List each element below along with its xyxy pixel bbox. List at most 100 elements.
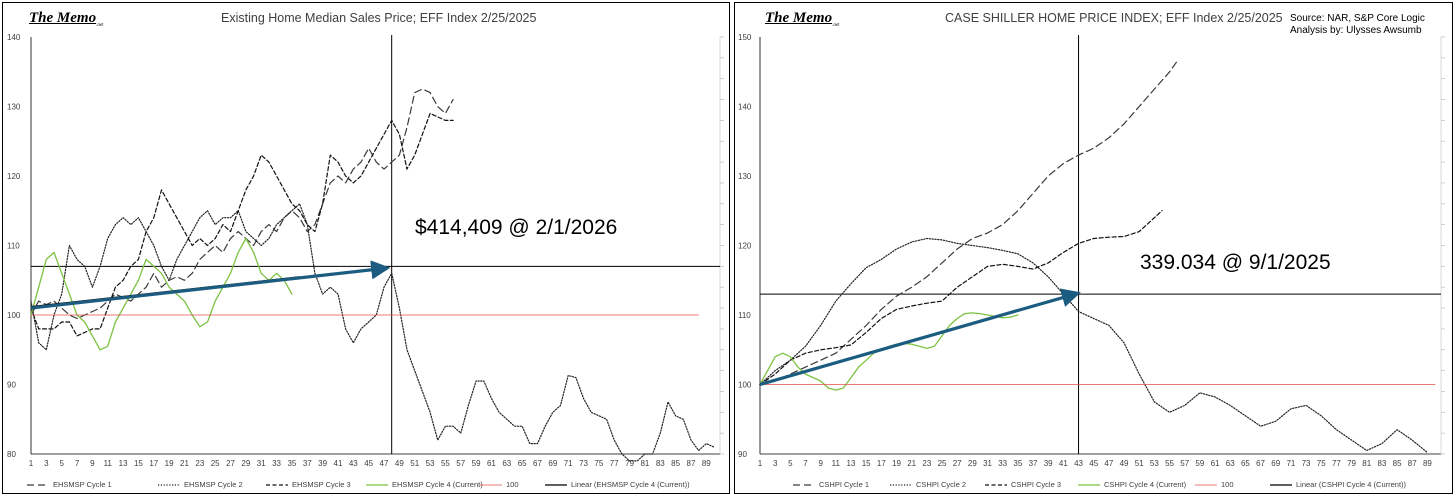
series-line-ehsmsp-cycle-4-current (30, 237, 293, 351)
x-tick-label: 75 (1317, 459, 1326, 468)
x-tick-label: 67 (1256, 459, 1265, 468)
x-tick-label: 81 (1362, 459, 1371, 468)
x-tick-label: 71 (564, 459, 573, 468)
x-tick-label: 31 (983, 459, 992, 468)
legend-label: EHSMSP Cycle 3 (292, 480, 351, 489)
x-tick-label: 21 (180, 459, 189, 468)
x-tick-label: 65 (1241, 459, 1250, 468)
x-tick-label: 67 (533, 459, 542, 468)
legend-swatch (1195, 484, 1217, 485)
x-tick-label: 89 (1423, 459, 1432, 468)
legend-item-cshpi-cycle-1: CSHPI Cycle 1 (793, 480, 869, 489)
x-tick-label: 19 (165, 459, 174, 468)
legend-swatch (545, 483, 567, 486)
legend-item-100: 100 (480, 480, 519, 489)
x-tick-label: 29 (968, 459, 977, 468)
annotation-label: $414,409 @ 2/1/2026 (415, 216, 617, 239)
x-tick-label: 37 (303, 459, 312, 468)
brand-logo: The Memo.net (765, 10, 840, 28)
series-line-ehsmsp-cycle-3 (30, 112, 454, 337)
x-tick-label: 49 (1120, 459, 1129, 468)
x-tick-label: 47 (380, 459, 389, 468)
legend-swatch (266, 483, 288, 486)
x-tick-label: 27 (226, 459, 235, 468)
legend-item-cshpi-cycle-3: CSHPI Cycle 3 (985, 480, 1061, 489)
trend-arrow (759, 288, 1081, 387)
x-tick-label: 3 (44, 459, 49, 468)
y-tick-label: 90 (7, 381, 16, 390)
x-tick-label: 35 (287, 459, 296, 468)
legend-swatch (890, 483, 912, 486)
x-tick-label: 69 (548, 459, 557, 468)
x-tick-label: 5 (59, 459, 64, 468)
x-tick-label: 13 (119, 459, 128, 468)
y-tick-label: 110 (738, 311, 751, 320)
chart-title: CASE SHILLER HOME PRICE INDEX; EFF Index… (945, 11, 1283, 25)
x-tick-label: 81 (640, 459, 649, 468)
x-tick-label: 77 (610, 459, 619, 468)
x-tick-label: 33 (998, 459, 1007, 468)
x-tick-label: 57 (456, 459, 465, 468)
y-tick-label: 130 (7, 103, 21, 112)
x-tick-label: 79 (1347, 459, 1356, 468)
x-tick-label: 65 (518, 459, 527, 468)
legend-item-cshpi-cycle-4-current: CSHPI Cycle 4 (Current) (1078, 480, 1186, 489)
x-tick-label: 1 (758, 459, 763, 468)
y-tick-label: 110 (7, 242, 20, 251)
legend-label: EHSMSP Cycle 2 (184, 480, 243, 489)
x-tick-label: 45 (364, 459, 373, 468)
y-tick-label: 90 (738, 450, 747, 459)
x-tick-label: 87 (1408, 459, 1417, 468)
x-tick-label: 71 (1286, 459, 1295, 468)
x-tick-label: 61 (487, 459, 496, 468)
x-tick-label: 15 (134, 459, 143, 468)
x-tick-label: 23 (195, 459, 204, 468)
x-tick-label: 43 (1074, 459, 1083, 468)
x-tick-label: 61 (1211, 459, 1220, 468)
series-line-cshpi-cycle-2 (759, 237, 1429, 454)
x-tick-label: 89 (702, 459, 711, 468)
x-tick-label: 57 (1180, 459, 1189, 468)
x-tick-label: 41 (1059, 459, 1068, 468)
x-tick-label: 17 (149, 459, 158, 468)
legend-swatch (1270, 483, 1292, 486)
x-tick-label: 41 (334, 459, 343, 468)
y-tick-label: 140 (738, 103, 752, 112)
x-tick-label: 11 (832, 459, 841, 468)
legend-swatch (1078, 483, 1100, 486)
x-tick-label: 53 (426, 459, 435, 468)
series-line-ehsmsp-cycle-1 (30, 88, 454, 320)
x-tick-label: 13 (847, 459, 856, 468)
x-tick-label: 47 (1104, 459, 1113, 468)
legend-label: EHSMSP Cycle 1 (53, 480, 112, 489)
x-tick-label: 35 (1013, 459, 1022, 468)
y-tick-label: 120 (7, 172, 21, 181)
x-tick-label: 9 (818, 459, 823, 468)
legend-swatch (480, 484, 502, 485)
legend-label: Linear (CSHPI Cycle 4 (Current)) (1296, 480, 1407, 489)
analysis-note: Analysis by: Ulysses Awsumb (1290, 25, 1422, 36)
legend-label: CSHPI Cycle 1 (819, 480, 870, 489)
series-line-cshpi-cycle-1 (759, 60, 1178, 386)
x-tick-label: 33 (272, 459, 281, 468)
x-tick-label: 25 (938, 459, 947, 468)
x-tick-label: 51 (410, 459, 419, 468)
legend-label: CSHPI Cycle 4 (Current) (1104, 480, 1187, 489)
legend-item-ehsmsp-cycle-1: EHSMSP Cycle 1 (27, 480, 112, 489)
chart-title: Existing Home Median Sales Price; EFF In… (221, 11, 537, 25)
x-tick-label: 17 (877, 459, 886, 468)
y-tick-label: 100 (738, 381, 752, 390)
x-tick-label: 37 (1029, 459, 1038, 468)
legend-label: EHSMSP Cycle 4 (Current) (392, 480, 483, 489)
series-line-cshpi-cycle-4-current (759, 312, 1019, 391)
x-tick-label: 85 (1393, 459, 1402, 468)
x-tick-label: 21 (907, 459, 916, 468)
y-tick-label: 120 (738, 242, 752, 251)
x-tick-label: 7 (75, 459, 80, 468)
legend-item-cshpi-cycle-2: CSHPI Cycle 2 (890, 480, 966, 489)
x-tick-label: 75 (594, 459, 603, 468)
x-tick-label: 53 (1150, 459, 1159, 468)
x-tick-label: 3 (773, 459, 778, 468)
legend-swatch (793, 483, 815, 486)
